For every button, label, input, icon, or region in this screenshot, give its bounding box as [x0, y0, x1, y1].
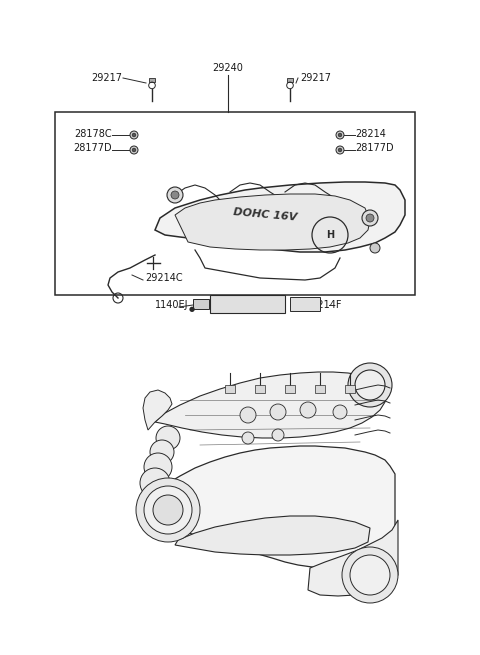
Circle shape	[153, 495, 183, 525]
Circle shape	[167, 187, 183, 203]
Bar	[149, 77, 155, 83]
Circle shape	[333, 405, 347, 419]
Bar	[55, 112, 415, 295]
Bar	[255, 385, 265, 393]
Circle shape	[272, 429, 284, 441]
Circle shape	[370, 243, 380, 253]
Polygon shape	[145, 446, 395, 568]
Circle shape	[350, 555, 390, 595]
Circle shape	[300, 402, 316, 418]
Text: H: H	[326, 230, 334, 240]
Circle shape	[171, 191, 179, 199]
Text: 28178C: 28178C	[74, 129, 112, 139]
Text: 29217: 29217	[300, 73, 331, 83]
Bar	[290, 297, 320, 311]
Bar	[345, 385, 355, 393]
Bar	[287, 77, 293, 83]
Polygon shape	[308, 520, 398, 596]
Circle shape	[156, 426, 180, 450]
Polygon shape	[155, 372, 385, 438]
Text: 29217: 29217	[91, 73, 122, 83]
Circle shape	[144, 453, 172, 481]
Polygon shape	[175, 194, 370, 250]
Circle shape	[140, 468, 170, 498]
Text: 1140EJ: 1140EJ	[155, 300, 189, 310]
Circle shape	[355, 370, 385, 400]
Circle shape	[366, 214, 374, 222]
Circle shape	[130, 146, 138, 154]
Text: ●: ●	[189, 306, 195, 312]
Circle shape	[132, 133, 136, 137]
Circle shape	[348, 363, 392, 407]
Bar	[193, 299, 209, 309]
Circle shape	[336, 131, 344, 139]
Circle shape	[132, 148, 136, 152]
Circle shape	[338, 148, 342, 152]
Text: DOHC 16V: DOHC 16V	[233, 207, 298, 223]
Bar	[210, 295, 285, 313]
Circle shape	[136, 478, 200, 542]
Polygon shape	[155, 182, 405, 252]
Bar	[285, 385, 295, 393]
Text: 28214: 28214	[355, 129, 386, 139]
Text: 29240: 29240	[213, 63, 243, 73]
Polygon shape	[143, 390, 172, 430]
Circle shape	[336, 146, 344, 154]
Circle shape	[130, 131, 138, 139]
Text: 28177D: 28177D	[355, 143, 394, 153]
Circle shape	[342, 547, 398, 603]
Circle shape	[338, 133, 342, 137]
Circle shape	[362, 210, 378, 226]
Circle shape	[240, 407, 256, 423]
Circle shape	[144, 486, 192, 534]
Polygon shape	[175, 516, 370, 555]
Text: 29214F: 29214F	[305, 300, 341, 310]
Circle shape	[270, 404, 286, 420]
Circle shape	[242, 432, 254, 444]
Bar	[225, 385, 235, 393]
Text: 28177D: 28177D	[73, 143, 112, 153]
Bar	[315, 385, 325, 393]
Circle shape	[150, 440, 174, 464]
Text: 29214C: 29214C	[145, 273, 182, 283]
